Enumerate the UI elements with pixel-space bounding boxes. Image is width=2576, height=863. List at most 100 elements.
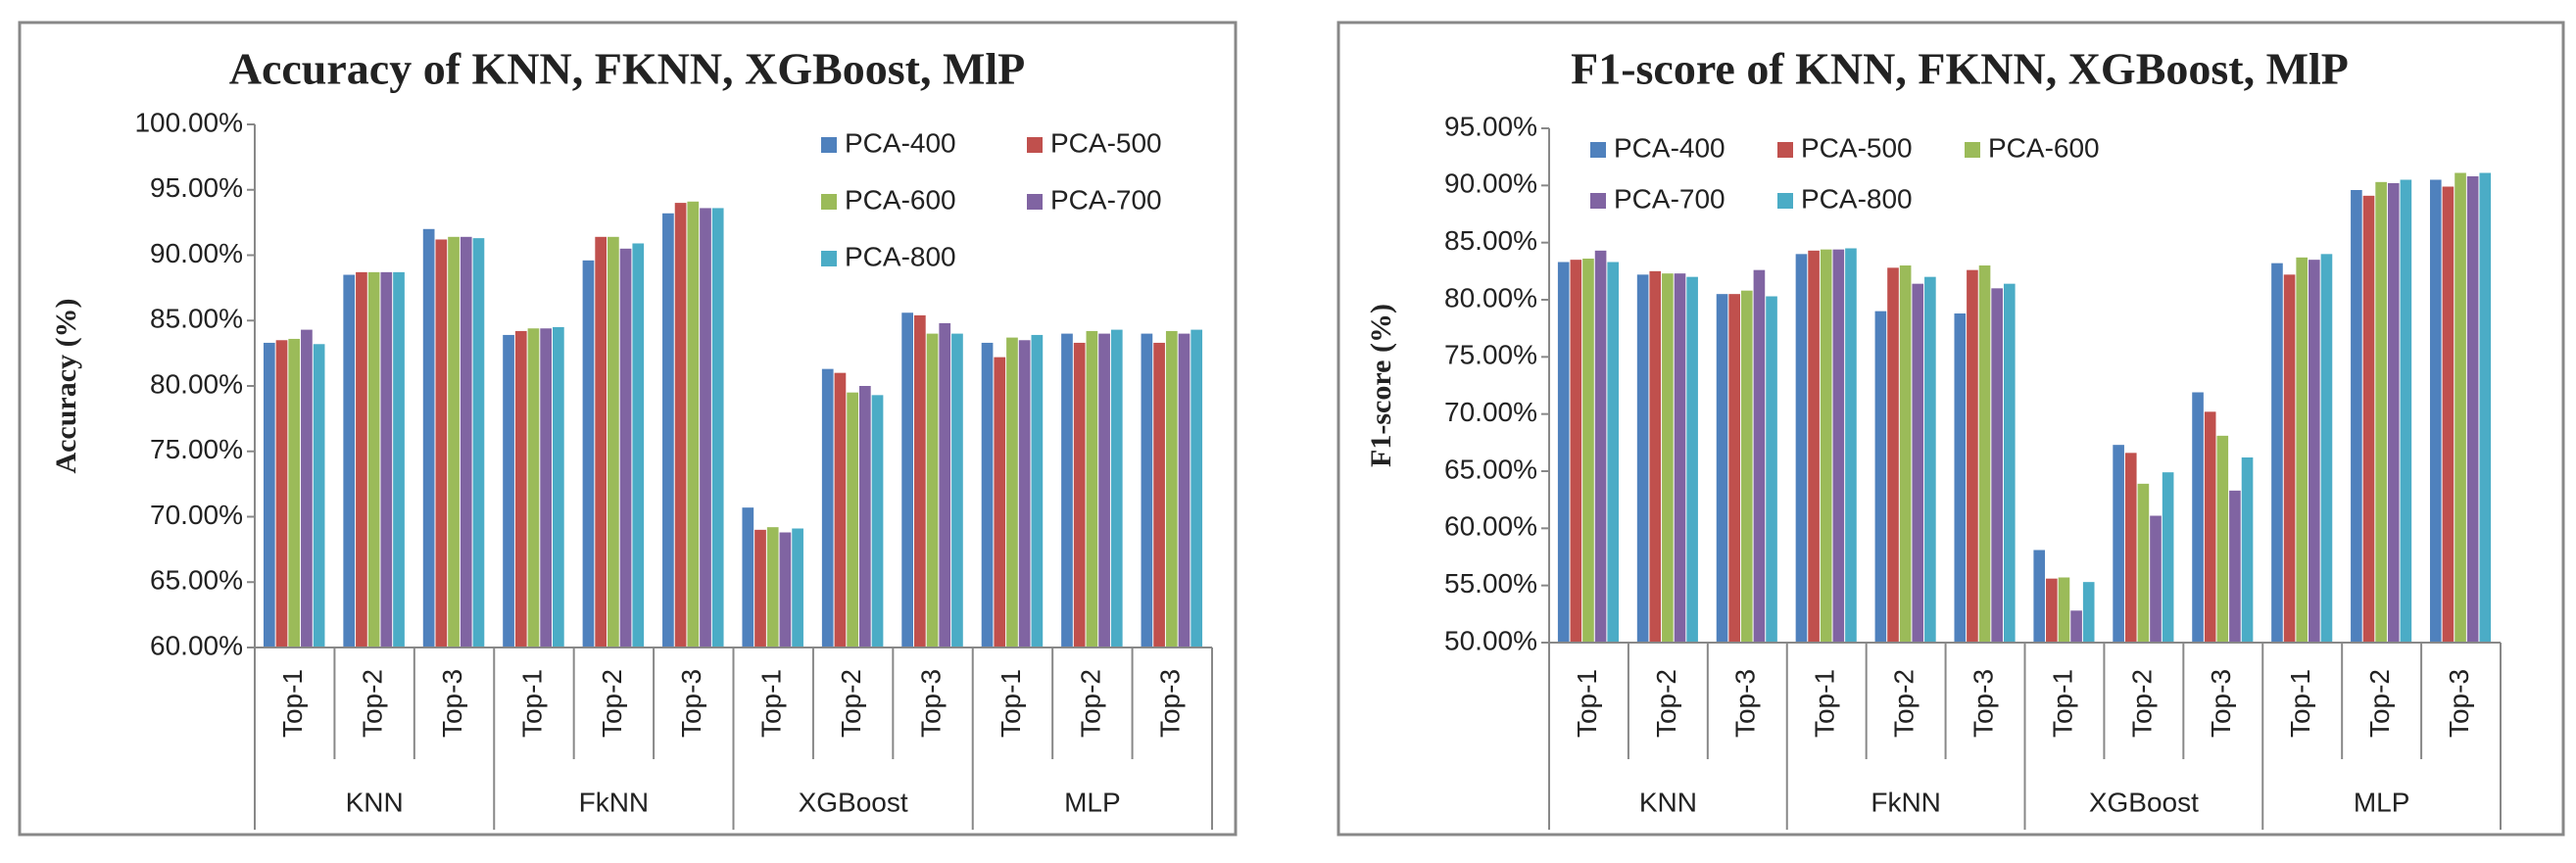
bar — [742, 507, 754, 647]
x-tick-label: Top-2 — [597, 669, 627, 738]
legend-swatch — [1027, 137, 1043, 153]
bar — [2058, 577, 2070, 643]
bar — [356, 271, 367, 647]
group-label: KNN — [346, 787, 404, 817]
x-tick-label: Top-3 — [437, 669, 467, 738]
bar — [981, 342, 994, 647]
bar — [1018, 340, 1031, 647]
legend-swatch — [1777, 193, 1793, 209]
bar — [2229, 490, 2241, 643]
bar — [448, 236, 460, 647]
x-tick-label: Top-1 — [2047, 669, 2077, 738]
bar — [514, 330, 527, 647]
bar — [1808, 250, 1820, 644]
bar — [393, 271, 405, 647]
chart-title: Accuracy of KNN, FKNN, XGBoost, MlP — [229, 44, 1026, 94]
bar — [263, 342, 275, 647]
x-tick-label: Top-3 — [1968, 669, 1998, 738]
bar — [2082, 582, 2095, 643]
bar — [2466, 176, 2479, 643]
bar — [1845, 248, 1857, 643]
y-tick-label: 60.00% — [150, 630, 243, 660]
bar — [1141, 333, 1153, 647]
bar — [527, 328, 540, 647]
bar — [711, 208, 724, 647]
bar — [1191, 329, 1203, 647]
bar — [994, 357, 1006, 647]
bar — [1662, 273, 1674, 643]
legend-label: PCA-500 — [1050, 127, 1162, 158]
bar — [1098, 333, 1110, 647]
legend-label: PCA-600 — [845, 184, 956, 215]
legend-label: PCA-700 — [1614, 183, 1725, 214]
bar — [1795, 254, 1808, 643]
bar — [2442, 186, 2454, 643]
y-tick-label: 65.00% — [150, 565, 243, 596]
bar — [1594, 250, 1607, 644]
bar — [1031, 334, 1044, 647]
legend-label: PCA-700 — [1050, 184, 1162, 215]
bar — [1740, 290, 1753, 643]
bar — [1178, 333, 1191, 647]
x-tick-label: Top-3 — [915, 669, 946, 738]
bar — [343, 274, 356, 647]
bar — [1874, 311, 1887, 643]
bar — [435, 239, 448, 648]
bar — [1716, 294, 1728, 643]
bar — [2070, 610, 2082, 643]
bar — [2003, 283, 2016, 643]
bar — [301, 329, 313, 647]
bar — [1636, 274, 1649, 643]
x-tick-label: Top-1 — [996, 669, 1026, 738]
bar — [1570, 260, 1582, 643]
bar — [2309, 260, 2320, 643]
bar — [2429, 179, 2442, 643]
bar — [2150, 515, 2162, 643]
bar — [472, 238, 485, 647]
bar — [2204, 411, 2216, 643]
x-tick-label: Top-2 — [1889, 669, 1920, 738]
legend-swatch — [1590, 142, 1606, 158]
x-tick-label: Top-1 — [2285, 669, 2315, 738]
bar — [2046, 578, 2058, 643]
x-tick-label: Top-3 — [2206, 669, 2236, 738]
y-tick-label: 90.00% — [150, 238, 243, 268]
bar — [1086, 330, 1098, 647]
group-label: FkNN — [579, 787, 650, 817]
y-tick-label: 65.00% — [1444, 454, 1537, 484]
bar — [2113, 445, 2124, 643]
x-tick-label: Top-1 — [756, 669, 787, 738]
legend-label: PCA-400 — [1614, 132, 1725, 163]
y-tick-label: 70.00% — [1444, 397, 1537, 427]
bar — [2454, 172, 2466, 643]
chart-title: F1-score of KNN, FKNN, XGBoost, MlP — [1571, 44, 2349, 94]
bar — [380, 271, 393, 647]
x-tick-label: Top-3 — [676, 669, 706, 738]
bar — [2320, 254, 2333, 643]
bar — [1674, 273, 1686, 643]
bar — [1887, 267, 1899, 643]
group-label: MLP — [1064, 787, 1121, 817]
x-tick-label: Top-3 — [2444, 669, 2474, 738]
bar — [2241, 457, 2254, 643]
bar — [779, 532, 792, 647]
bar — [1924, 276, 1936, 643]
bar — [313, 344, 325, 647]
x-tick-label: Top-1 — [1572, 669, 1602, 738]
bar — [595, 236, 608, 647]
bar — [2271, 263, 2283, 643]
bar — [834, 372, 847, 647]
bar — [2362, 195, 2375, 644]
bar — [700, 208, 711, 647]
bar — [553, 326, 564, 647]
bar — [766, 527, 779, 647]
group-label: KNN — [1639, 787, 1697, 817]
bar — [1967, 269, 1978, 643]
bar — [1753, 269, 1766, 643]
legend-swatch — [821, 137, 837, 153]
bar — [1073, 342, 1086, 647]
x-tick-label: Top-3 — [1730, 669, 1761, 738]
bar — [2400, 179, 2412, 643]
x-tick-label: Top-1 — [1810, 669, 1840, 738]
bar — [1649, 270, 1662, 643]
